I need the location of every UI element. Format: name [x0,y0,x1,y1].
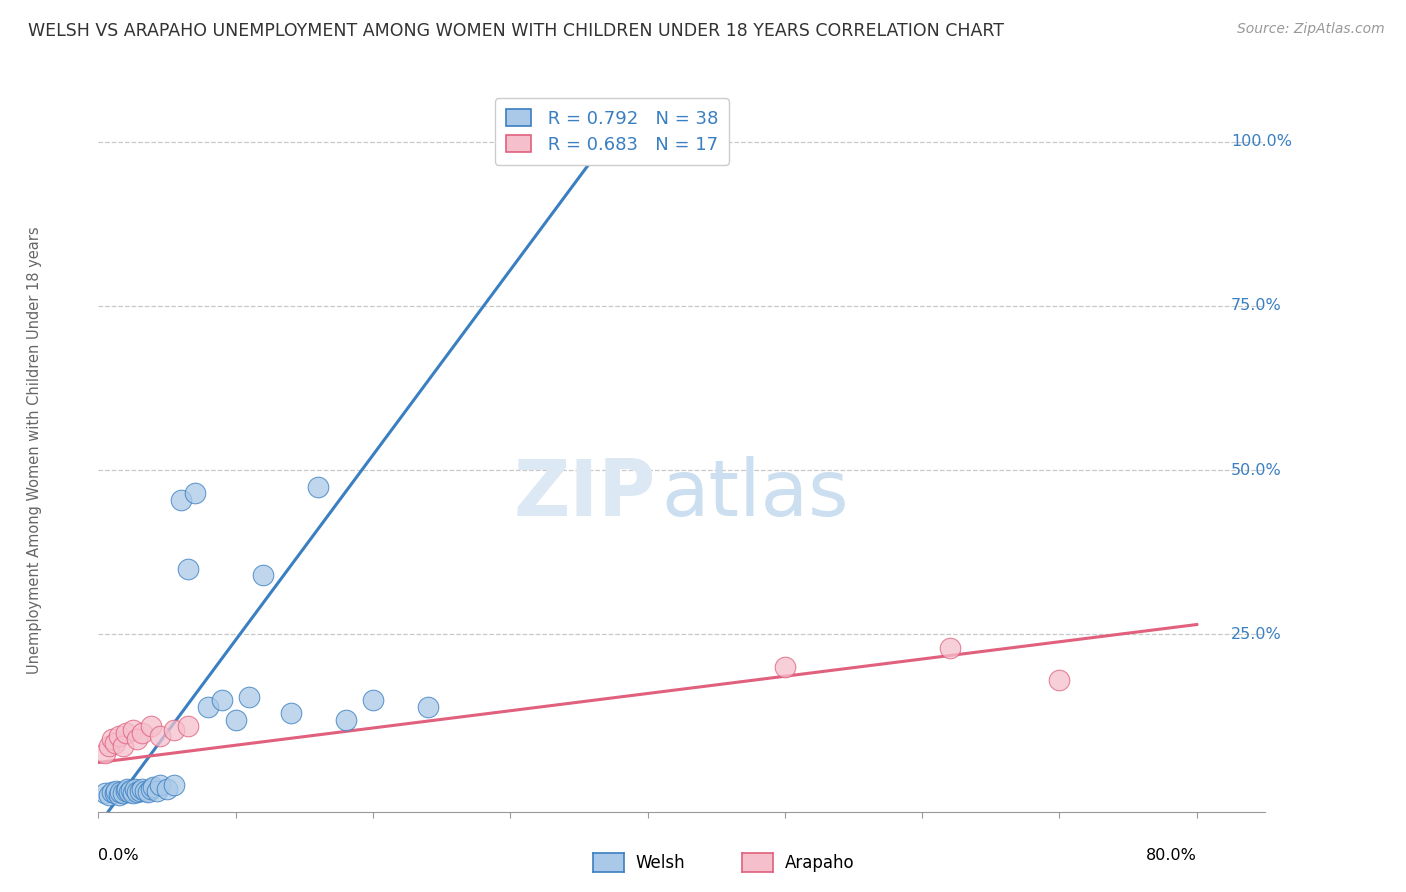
Point [938,640,960,655]
Point [120,783,142,797]
Point [98,789,121,803]
Point [211,693,233,707]
Point [117,785,139,799]
Point [94,786,117,800]
Point [773,660,796,674]
Point [112,786,135,800]
Point [101,785,124,799]
Point [110,785,132,799]
Point [361,693,384,707]
Point [176,719,198,733]
Point [131,726,153,740]
Text: 50.0%: 50.0% [1232,463,1282,477]
Point [163,779,186,793]
Point [136,785,159,799]
Point [104,736,127,750]
Point [307,480,329,494]
Point [163,723,186,737]
Text: Arapaho: Arapaho [785,854,855,871]
Point [125,785,148,799]
Point [225,713,247,727]
Point [115,783,138,797]
Point [125,732,148,747]
Point [101,732,124,747]
Text: Unemployment Among Women with Children Under 18 years: Unemployment Among Women with Children U… [27,227,42,674]
Point [124,781,146,796]
Point [115,726,138,740]
Point [280,706,302,721]
Point [139,719,162,733]
Point [146,783,169,797]
Point [108,729,131,743]
Text: atlas: atlas [661,456,848,532]
Point [149,779,172,793]
Point [149,729,172,743]
Point [170,492,193,507]
Text: 0.0%: 0.0% [98,847,139,863]
Point [128,783,150,797]
Text: 80.0%: 80.0% [1146,847,1197,863]
Point [131,781,153,796]
Point [252,568,274,582]
Point [238,690,260,704]
Point [108,788,131,802]
Point [94,746,117,760]
Point [121,723,143,737]
Point [104,786,127,800]
Text: WELSH VS ARAPAHO UNEMPLOYMENT AMONG WOMEN WITH CHILDREN UNDER 18 YEARS CORRELATI: WELSH VS ARAPAHO UNEMPLOYMENT AMONG WOME… [28,22,1004,40]
Point [416,699,439,714]
Text: Welsh: Welsh [636,854,685,871]
Point [183,486,205,500]
Point [112,739,135,753]
Text: Source: ZipAtlas.com: Source: ZipAtlas.com [1237,22,1385,37]
Point [156,781,179,796]
Text: 75.0%: 75.0% [1232,299,1282,313]
Point [1049,673,1071,688]
Point [197,699,219,714]
Point [134,783,156,797]
Legend:  R = 0.792   N = 38,  R = 0.683   N = 17: R = 0.792 N = 38, R = 0.683 N = 17 [495,98,728,165]
Point [335,713,357,727]
Point [176,562,198,576]
Text: ZIP: ZIP [515,456,657,532]
Point [98,739,121,753]
Point [105,783,128,797]
Point [117,781,139,796]
Text: 25.0%: 25.0% [1232,627,1282,642]
Point [121,786,143,800]
Text: 100.0%: 100.0% [1232,135,1292,149]
Point [142,780,165,794]
Point [139,781,162,796]
